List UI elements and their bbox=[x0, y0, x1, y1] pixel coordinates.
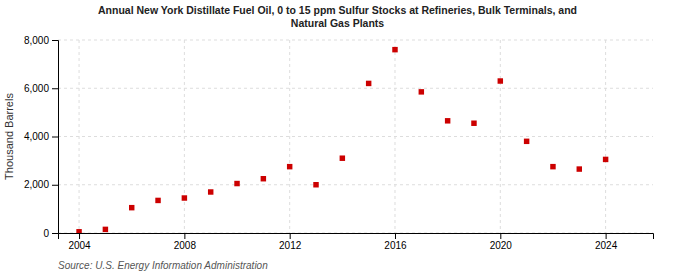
x-tick-mark bbox=[500, 233, 501, 239]
point bbox=[340, 155, 345, 160]
y-tick-mark bbox=[52, 233, 58, 234]
x-tick-label: 2004 bbox=[68, 240, 91, 251]
plot: 2004 2008 2012 2016 2020 2024 0 2,000 4,000 6,000… bbox=[24, 35, 654, 251]
x-tick-label: 2020 bbox=[490, 240, 513, 251]
x-tick-mark bbox=[395, 233, 396, 239]
x-tick: 2016 bbox=[384, 233, 407, 251]
y-tick-mark bbox=[52, 137, 58, 138]
point bbox=[471, 120, 476, 125]
point bbox=[550, 164, 555, 169]
x-tick-mark bbox=[79, 233, 80, 239]
x-axis-line bbox=[59, 234, 654, 240]
point bbox=[498, 78, 503, 83]
point bbox=[524, 139, 529, 144]
grid-line bbox=[289, 40, 290, 233]
grid bbox=[58, 40, 653, 233]
y-tick: 0 bbox=[43, 228, 58, 239]
chart: 2004 2008 2012 2016 2020 2024 0 2,000 4,000 6,000… bbox=[0, 0, 675, 275]
x-axis: 2004 2008 2012 2016 2020 2024 bbox=[59, 233, 654, 251]
y-axis-title: Thousand Barrels bbox=[3, 93, 15, 180]
x-tick-mark bbox=[184, 233, 185, 239]
annotation: Source: U.S. Energy Information Administ… bbox=[58, 260, 268, 271]
x-tick-mark bbox=[606, 233, 607, 239]
point bbox=[129, 205, 134, 210]
point bbox=[103, 227, 108, 232]
point bbox=[313, 182, 318, 187]
point bbox=[287, 164, 292, 169]
point bbox=[603, 157, 608, 162]
grid-line bbox=[79, 40, 80, 233]
x-tick-label: 2008 bbox=[174, 240, 197, 251]
y-tick: 2,000 bbox=[24, 179, 58, 190]
point bbox=[208, 189, 213, 194]
grid-line bbox=[184, 40, 185, 233]
grid-line bbox=[58, 184, 653, 185]
x-tick-mark bbox=[290, 233, 291, 239]
title: Annual New York Distillate Fuel Oil, 0 t… bbox=[98, 4, 577, 29]
x-tick-label: 2024 bbox=[595, 240, 618, 251]
y-tick: 8,000 bbox=[24, 35, 58, 46]
x-tick: 2008 bbox=[174, 233, 197, 251]
grid-line bbox=[500, 40, 501, 233]
point bbox=[392, 47, 397, 52]
point bbox=[182, 195, 187, 200]
point bbox=[577, 166, 582, 171]
y-tick-label: 2,000 bbox=[24, 179, 49, 190]
x-tick: 2020 bbox=[490, 233, 513, 251]
grid-line bbox=[58, 88, 653, 89]
y-tick-label: 4,000 bbox=[24, 131, 49, 142]
y-axis-line bbox=[52, 41, 59, 234]
x-tick: 2024 bbox=[595, 233, 618, 251]
point bbox=[76, 229, 81, 233]
grid-line bbox=[605, 40, 606, 233]
y-axis: 0 2,000 4,000 6,000 8,000 bbox=[24, 35, 59, 239]
y-tick: 6,000 bbox=[24, 83, 58, 94]
y-tick-label: 0 bbox=[43, 228, 49, 239]
y-tick: 4,000 bbox=[24, 131, 58, 142]
y-tick-label: 8,000 bbox=[24, 35, 49, 46]
y-tick-mark bbox=[52, 185, 58, 186]
x-tick: 2004 bbox=[68, 233, 91, 251]
y-tick-mark bbox=[52, 88, 58, 89]
x-tick: 2012 bbox=[279, 233, 302, 251]
point bbox=[445, 118, 450, 123]
x-tick-label: 2012 bbox=[279, 240, 302, 251]
y-tick-mark bbox=[52, 40, 58, 41]
y-tick-label: 6,000 bbox=[24, 83, 49, 94]
point bbox=[155, 198, 160, 203]
grid-line bbox=[58, 40, 653, 41]
grid-line bbox=[394, 40, 395, 233]
point bbox=[261, 176, 266, 181]
point bbox=[419, 89, 424, 94]
points bbox=[76, 47, 608, 233]
x-tick-label: 2016 bbox=[384, 240, 407, 251]
grid-line bbox=[58, 136, 653, 137]
point bbox=[234, 181, 239, 186]
point bbox=[366, 81, 371, 86]
